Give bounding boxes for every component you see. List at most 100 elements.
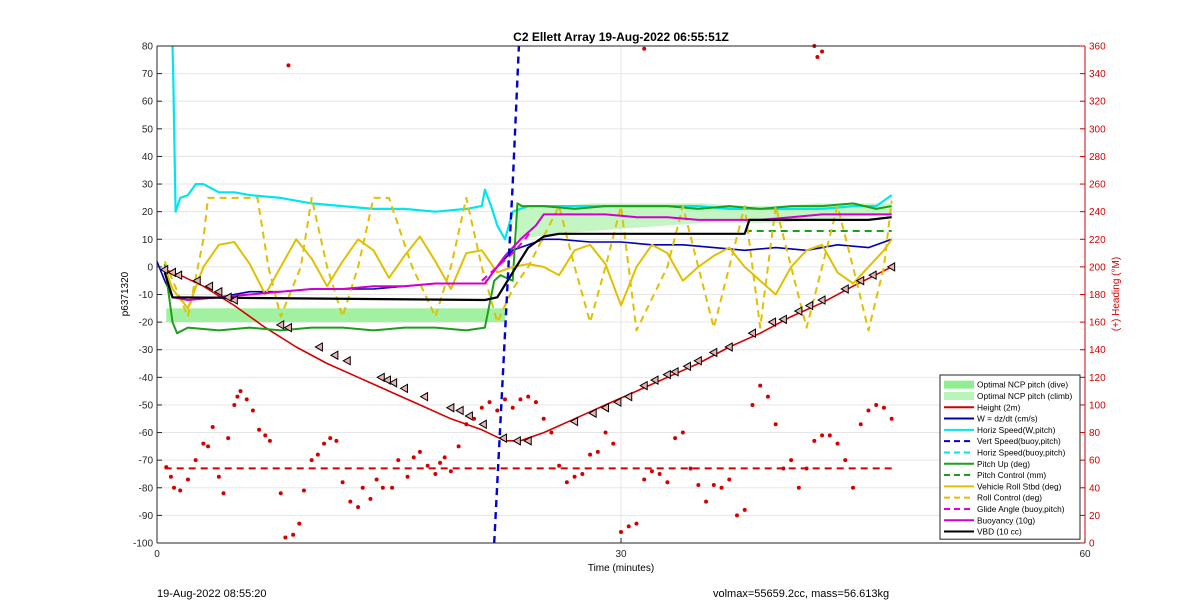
heading-point: [851, 485, 855, 490]
y-tick-label-right: 280: [1089, 152, 1106, 163]
heading-point: [438, 460, 443, 465]
height-marker: [868, 270, 877, 281]
heading-point: [812, 438, 817, 443]
legend-swatch: [944, 380, 974, 389]
height-marker: [662, 369, 671, 380]
y-tick-label-left: 50: [142, 124, 154, 135]
optimal-pitch-bands: [166, 203, 892, 323]
heading-point: [178, 488, 183, 493]
height-marker: [275, 320, 285, 330]
heading-point: [368, 496, 373, 501]
heading-point: [858, 422, 863, 427]
heading-point: [866, 408, 871, 413]
heading-point: [297, 521, 302, 526]
height-marker: [650, 375, 659, 385]
height-marker: [388, 377, 398, 388]
legend-label: Buoyancy (10g): [977, 515, 1035, 525]
y-tick-label-right: 40: [1089, 483, 1101, 494]
heading-point: [580, 471, 585, 476]
y-tick-label-right: 260: [1089, 180, 1106, 191]
height-marker: [886, 262, 896, 272]
heading-point: [348, 499, 353, 504]
y-tick-label-right: 60: [1089, 456, 1101, 467]
x-tick-label: 60: [1079, 549, 1091, 560]
band-dive: [166, 308, 505, 323]
y-tick-label-left: -90: [139, 511, 154, 522]
y-tick-label-right: 100: [1089, 400, 1106, 411]
heading-point: [572, 474, 577, 479]
y-tick-label-left: 0: [147, 262, 153, 273]
heading-point: [827, 433, 832, 438]
heading-point: [315, 452, 320, 457]
heading-point: [820, 49, 825, 54]
height-marker: [399, 383, 408, 394]
y-tick-label-right: 180: [1089, 290, 1106, 301]
heading-point: [533, 400, 538, 405]
height-marker: [167, 267, 176, 278]
heading-point: [456, 444, 461, 449]
height-marker: [639, 380, 648, 391]
chart-title: C2 Ellett Array 19-Aug-2022 06:55:51Z: [513, 30, 729, 44]
height-marker: [173, 270, 183, 281]
heading-point: [642, 477, 647, 482]
height-marker: [855, 275, 865, 286]
heading-point: [257, 427, 262, 432]
y-tick-label-right: 360: [1089, 42, 1106, 53]
y-tick-label-left: -100: [133, 539, 153, 550]
heading-point: [250, 408, 255, 413]
heading-point: [815, 55, 820, 60]
heading-point: [657, 471, 662, 476]
legend-label: Pitch Control (mm): [977, 470, 1046, 480]
y-tick-label-left: -60: [139, 428, 154, 439]
heading-point: [263, 433, 268, 438]
y-tick-label-right: 0: [1089, 539, 1095, 550]
heading-point: [742, 507, 747, 512]
height-marker: [376, 372, 385, 383]
heading-point: [735, 513, 739, 518]
y-tick-label-right: 200: [1089, 262, 1106, 273]
legend-label: Optimal NCP pitch (dive): [977, 380, 1068, 390]
legend-swatch: [944, 391, 974, 400]
height-marker: [445, 402, 455, 413]
legend-label: Horiz Speed(buoy,pitch): [977, 447, 1066, 457]
heading-point: [278, 491, 283, 496]
y-tick-label-left: 40: [142, 152, 154, 163]
legend-label: Height (2m): [977, 402, 1021, 412]
series-glide-angle-buoy-pitch-: [481, 227, 534, 282]
height-marker: [512, 435, 521, 446]
heading-point: [595, 449, 600, 454]
height-marker: [342, 355, 351, 366]
height-marker: [708, 347, 718, 358]
heading-point: [711, 483, 716, 488]
height-marker: [623, 391, 633, 402]
heading-point: [291, 532, 296, 537]
heading-point: [673, 436, 678, 441]
heading-point: [433, 471, 438, 476]
heading-point: [704, 499, 709, 504]
height-marker: [600, 402, 610, 413]
legend-label: Vehicle Roll Stbd (deg): [977, 481, 1062, 491]
height-marker: [464, 411, 473, 421]
heading-point: [503, 397, 507, 402]
legend-label: Horiz Speed(W,pitch): [977, 425, 1056, 435]
heading-point: [360, 485, 365, 490]
heading-point: [448, 469, 453, 474]
heading-point: [216, 474, 221, 479]
height-marker: [569, 416, 579, 427]
heading-point: [557, 463, 562, 468]
heading-point: [727, 477, 732, 482]
height-marker: [793, 306, 803, 316]
legend-label: Optimal NCP pitch (climb): [977, 391, 1073, 401]
y-tick-label-left: -50: [139, 400, 154, 411]
y-axis-label-left: p6371320: [120, 271, 131, 316]
heading-point: [603, 430, 608, 435]
y-tick-label-left: -10: [139, 290, 154, 301]
height-marker: [612, 397, 622, 408]
series-pitch-up-deg-: [163, 202, 892, 335]
heading-point: [750, 402, 755, 407]
heading-point: [168, 474, 173, 479]
heading-point: [322, 441, 327, 446]
y-tick-label-right: 80: [1089, 428, 1101, 439]
heading-point: [472, 416, 477, 421]
